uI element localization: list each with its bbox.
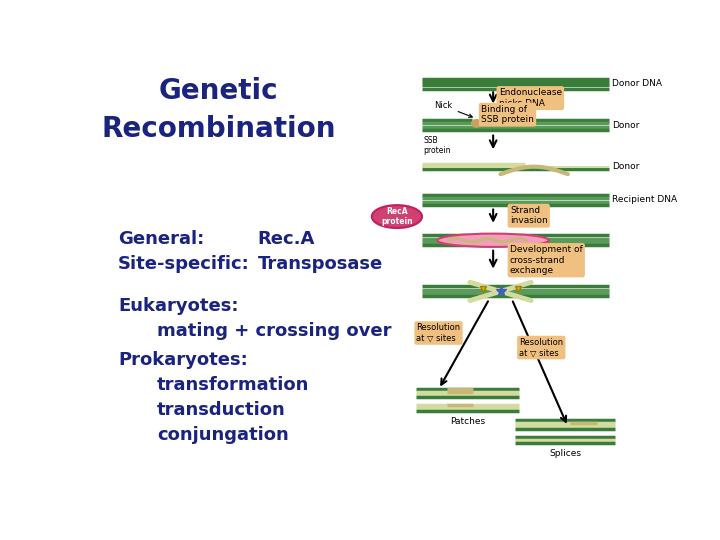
Circle shape [472,120,482,127]
Text: Resolution
at ▽ sites: Resolution at ▽ sites [416,323,461,343]
Text: Transposase: Transposase [258,255,382,273]
Text: Recombination: Recombination [101,114,336,143]
Text: Donor: Donor [612,120,639,130]
Text: transformation: transformation [157,376,310,394]
Text: Eukaryotes:: Eukaryotes: [118,297,238,315]
Text: General:: General: [118,231,204,248]
Text: Splices: Splices [549,449,581,458]
Ellipse shape [372,205,422,228]
Text: SSB
protein: SSB protein [423,136,451,156]
Ellipse shape [437,234,549,247]
Text: Prokaryotes:: Prokaryotes: [118,351,248,369]
Text: Genetic: Genetic [158,77,278,105]
Text: conjungation: conjungation [157,426,289,444]
Text: Rec.A: Rec.A [258,231,315,248]
Text: Donor DNA: Donor DNA [612,79,662,88]
Text: Recipient DNA: Recipient DNA [612,195,677,205]
Text: Development of
cross-strand
exchange: Development of cross-strand exchange [510,245,582,275]
Text: Nick: Nick [435,102,472,117]
Text: mating + crossing over: mating + crossing over [157,322,392,340]
Text: Endonuclease
nicks DNA: Endonuclease nicks DNA [499,89,562,108]
Text: Binding of
SSB protein: Binding of SSB protein [481,105,534,124]
Text: Patches: Patches [450,417,485,426]
Text: Strand
invasion: Strand invasion [510,206,548,225]
Text: transduction: transduction [157,401,286,419]
Text: Resolution
at ▽ sites: Resolution at ▽ sites [519,338,563,357]
Text: Donor: Donor [612,162,639,171]
Text: RecA
protein: RecA protein [381,207,413,226]
Text: Site-specific:: Site-specific: [118,255,250,273]
